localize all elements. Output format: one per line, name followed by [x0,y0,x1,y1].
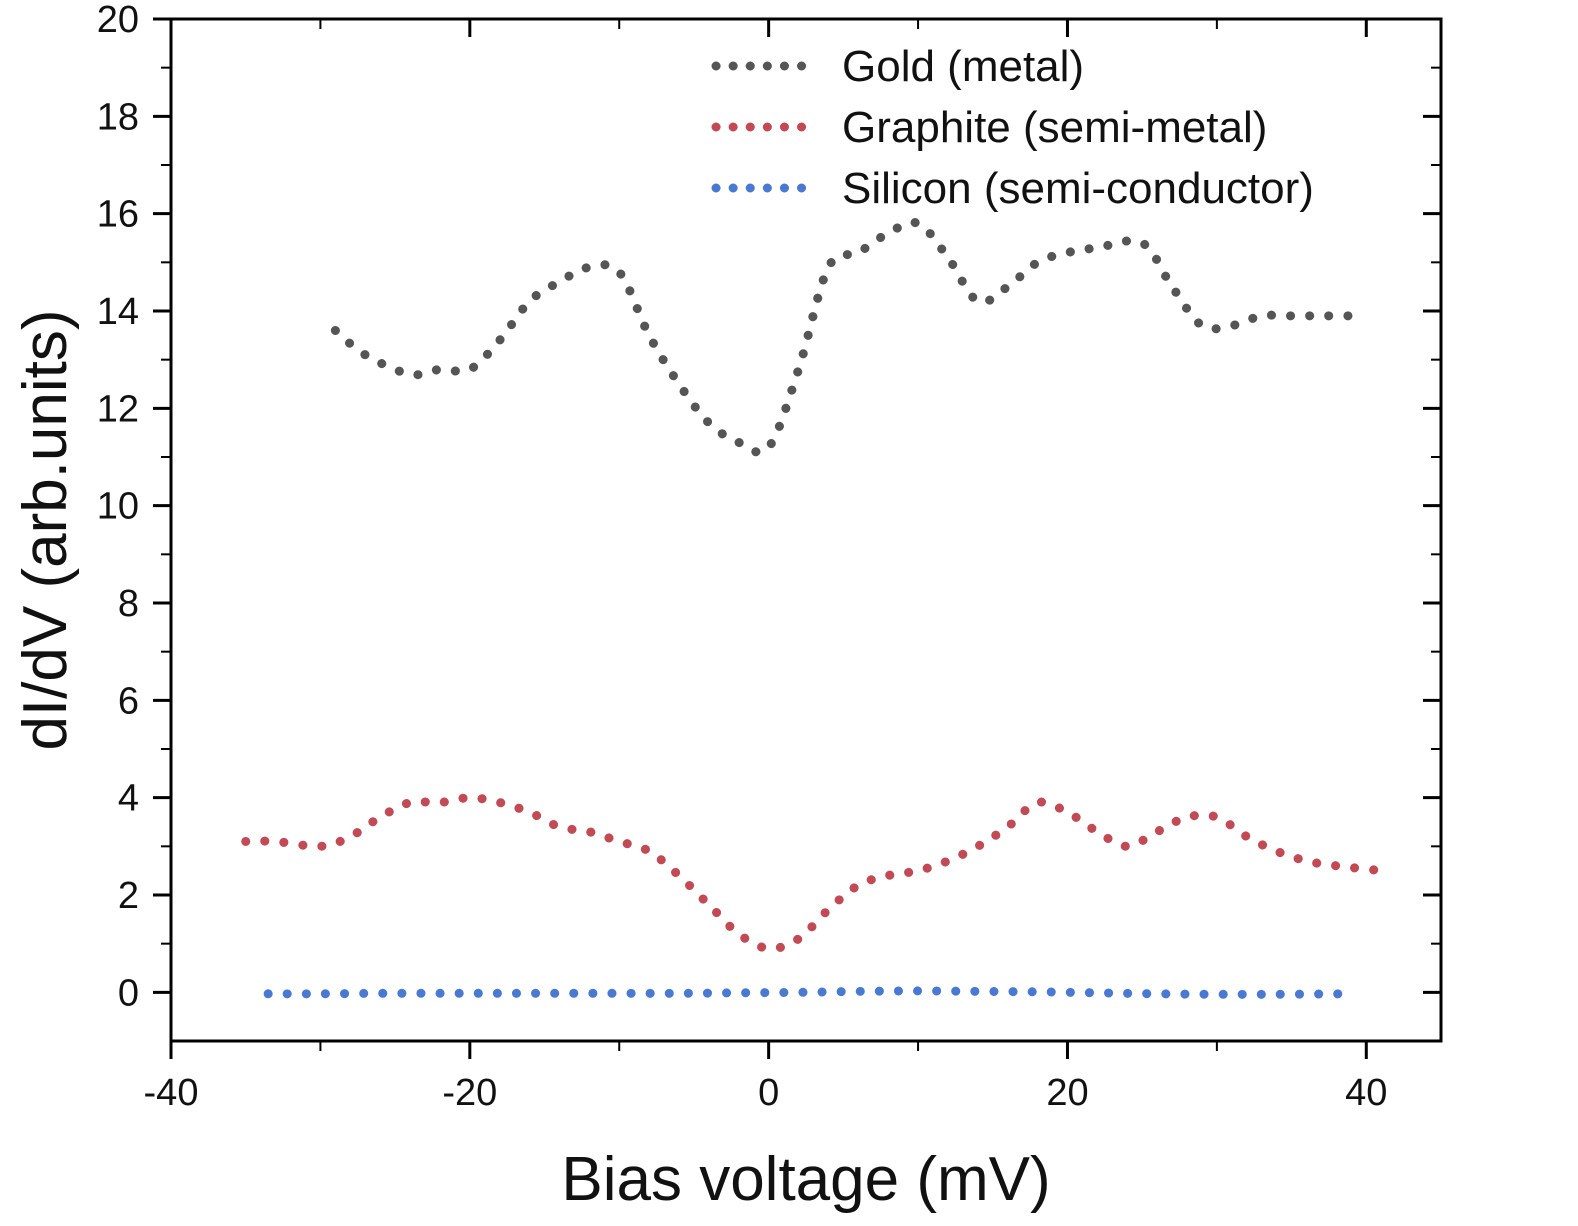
y-tick-label: 8 [118,583,139,625]
axis-ticks: 0 2 4 6 8 10 12 14 16 18 20 -40 -20 0 20 40 [97,0,1441,1114]
legend: Gold (metal) Graphite (semi-metal) Silicon… [711,42,1314,213]
y-tick-label: 20 [97,0,139,41]
y-tick-label: 12 [97,388,139,430]
x-tick-label: -40 [144,1072,199,1114]
plot-frame [169,17,1443,1043]
series-line [330,217,1356,457]
x-tick-label: 40 [1345,1072,1387,1114]
y-tick-label: 14 [97,291,139,333]
y-tick-label: 6 [118,680,139,722]
y-axis-title: dI/dV (arb.units) [11,309,80,750]
legend-label: Silicon (semi-conductor) [842,164,1314,213]
legend-label: Gold (metal) [842,42,1084,91]
x-tick-label: 0 [758,1072,779,1114]
series-layer [241,217,1386,999]
series-line [241,793,1386,954]
y-tick-label: 4 [118,778,139,820]
legend-label: Graphite (semi-metal) [842,103,1267,152]
x-axis-title: Bias voltage (mV) [561,1145,1050,1214]
x-tick-label: -20 [442,1072,497,1114]
y-tick-label: 16 [97,194,139,236]
y-tick-label: 2 [118,875,139,917]
series-line [263,986,1356,999]
x-tick-label: 20 [1046,1072,1088,1114]
y-tick-label: 10 [97,486,139,528]
y-tick-label: 18 [97,96,139,138]
y-tick-label: 0 [118,972,139,1014]
